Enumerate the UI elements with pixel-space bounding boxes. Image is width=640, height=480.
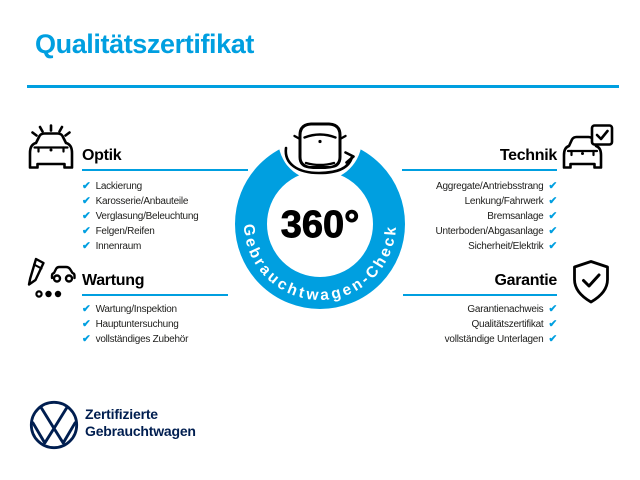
- checklist-item: Sicherheit/Elektrik ✔: [468, 239, 557, 254]
- checklist-item-label: Felgen/Reifen: [95, 226, 155, 237]
- car-front-shine-icon: [26, 124, 76, 170]
- checklist-item-label: Innenraum: [95, 241, 142, 252]
- technik-checklist: Aggregate/Antriebsstrang ✔ Lenkung/Fahrwe…: [436, 179, 558, 254]
- check-icon: ✔: [82, 333, 91, 346]
- checklist-item-label: Karosserie/Anbauteile: [95, 196, 189, 207]
- ring-notch: [278, 110, 362, 181]
- check-icon: ✔: [548, 180, 557, 193]
- car-top-rotation-icon: [282, 122, 356, 177]
- garantie-checklist: Garantienachweis ✔ Qualitätszertifikat ✔ v…: [444, 302, 558, 347]
- section-heading-optik: Optik: [82, 147, 122, 164]
- check-icon: ✔: [82, 240, 91, 253]
- check-icon: ✔: [82, 210, 91, 223]
- checklist-item-label: Unterboden/Abgasanlage: [435, 226, 544, 237]
- checklist-item: ✔ vollständiges Zubehör: [82, 332, 188, 347]
- checklist-item: Unterboden/Abgasanlage ✔: [436, 224, 558, 239]
- checklist-item-label: Wartung/Inspektion: [95, 304, 178, 315]
- checklist-item: Lenkung/Fahrwerk ✔: [464, 194, 558, 209]
- checklist-item-label: Qualitätszertifikat: [471, 319, 544, 330]
- wartung-checklist: ✔ Wartung/Inspektion ✔ Hauptuntersuchung ✔…: [82, 302, 188, 347]
- pencil-checklist-car-icon: [27, 257, 79, 301]
- check-icon: ✔: [82, 180, 91, 193]
- check-icon: ✔: [82, 303, 91, 316]
- vw-logo: [28, 399, 80, 451]
- technik-underline: [402, 169, 557, 171]
- checklist-item: ✔ Innenraum: [82, 239, 198, 254]
- check-icon: ✔: [548, 318, 557, 331]
- check-icon: ✔: [548, 303, 557, 316]
- check-icon: ✔: [548, 195, 557, 208]
- checklist-item: Qualitätszertifikat ✔: [471, 317, 557, 332]
- checklist-item-label: Bremsanlage: [487, 211, 544, 222]
- optik-underline: [82, 169, 248, 171]
- checklist-item-label: vollständige Unterlagen: [444, 334, 544, 345]
- checklist-item-label: Lackierung: [95, 181, 143, 192]
- garantie-underline: [403, 294, 557, 296]
- checklist-item-label: Verglasung/Beleuchtung: [95, 211, 199, 222]
- checklist-item-label: Aggregate/Antriebsstrang: [436, 181, 544, 192]
- checklist-item: ✔ Lackierung: [82, 179, 198, 194]
- check-icon: ✔: [548, 225, 557, 238]
- check-icon: ✔: [548, 333, 557, 346]
- checklist-item-label: Sicherheit/Elektrik: [468, 241, 544, 252]
- checklist-item-label: Hauptuntersuchung: [95, 319, 179, 330]
- center-360-badge: 360° Gebrauchtwagen-Check: [225, 110, 420, 345]
- checklist-item-label: Lenkung/Fahrwerk: [464, 196, 544, 207]
- optik-checklist: ✔ Lackierung ✔ Karosserie/Anbauteile ✔ Verg…: [82, 179, 199, 254]
- brand-claim-line1: Zertifizierte: [85, 406, 158, 422]
- check-icon: ✔: [82, 195, 91, 208]
- checklist-item-label: vollständiges Zubehör: [95, 334, 189, 345]
- check-icon: ✔: [82, 318, 91, 331]
- shield-check-icon: [569, 259, 613, 309]
- section-heading-technik: Technik: [499, 147, 557, 164]
- wartung-underline: [82, 294, 228, 296]
- checklist-item: Garantienachweis ✔: [467, 302, 557, 317]
- check-icon: ✔: [548, 240, 557, 253]
- checklist-item: ✔ Wartung/Inspektion: [82, 302, 188, 317]
- check-icon: ✔: [548, 210, 557, 223]
- degree-label: 360°: [281, 204, 360, 246]
- checklist-item: vollständige Unterlagen ✔: [444, 332, 558, 347]
- checklist-item: Aggregate/Antriebsstrang ✔: [436, 179, 557, 194]
- checklist-item: ✔ Hauptuntersuchung: [82, 317, 188, 332]
- car-checkbox-icon: [562, 124, 614, 170]
- checklist-item: ✔ Karosserie/Anbauteile: [82, 194, 198, 209]
- checklist-item: ✔ Felgen/Reifen: [82, 224, 198, 239]
- checklist-item: ✔ Verglasung/Beleuchtung: [82, 209, 199, 224]
- brand-claim-line2: Gebrauchtwagen: [85, 422, 196, 439]
- checklist-item-label: Garantienachweis: [467, 304, 544, 315]
- header-divider: [27, 85, 619, 88]
- section-heading-wartung: Wartung: [82, 272, 145, 289]
- brand-claim: Zertifizierte Gebrauchtwagen: [85, 406, 196, 439]
- checklist-item: Bremsanlage ✔: [487, 209, 557, 224]
- check-icon: ✔: [82, 225, 91, 238]
- section-heading-garantie: Garantie: [494, 272, 557, 289]
- page-title: Qualitätszertifikat: [35, 29, 254, 59]
